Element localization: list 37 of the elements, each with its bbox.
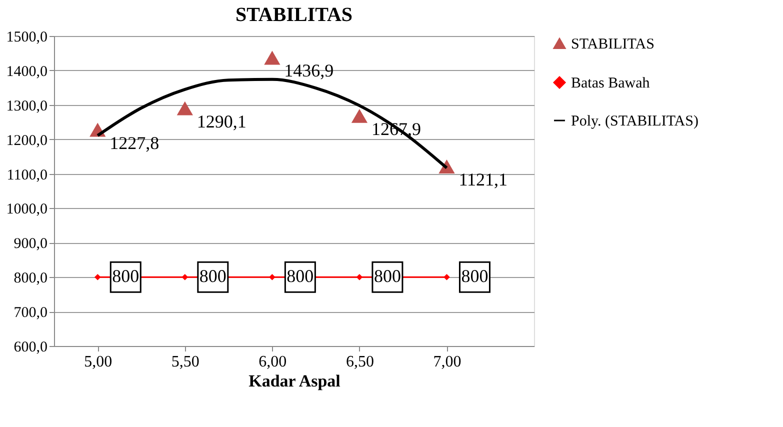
y-tick-label: 1300,0 — [6, 98, 48, 114]
x-tick-label: 6,00 — [258, 354, 287, 370]
legend-label: Batas Bawah — [571, 76, 650, 92]
y-tick-label: 700,0 — [14, 305, 48, 322]
y-tick-label: 900,0 — [14, 236, 48, 252]
y-tick-label: 800,0 — [14, 270, 48, 287]
y-tick-label: 1500,0 — [6, 30, 48, 46]
point — [176, 101, 193, 116]
y-tick-label: 1000,0 — [6, 202, 48, 218]
data-label: 1436,9 — [284, 60, 334, 81]
data-label: 800 — [112, 266, 140, 286]
chart-title: STABILITAS — [235, 4, 353, 26]
data-label: 800 — [374, 266, 401, 286]
x-tick-label: 6,50 — [346, 354, 374, 370]
x-axis-title: Kadar Aspal — [248, 372, 341, 390]
x-tick-label: 5,00 — [84, 354, 112, 370]
point — [269, 274, 276, 280]
legend-label: Poly. (STABILITAS) — [571, 114, 698, 130]
point — [94, 274, 101, 280]
data-label: 1227,8 — [110, 132, 160, 153]
data-label: 1290,1 — [196, 111, 246, 132]
point — [182, 274, 188, 280]
point — [264, 50, 280, 65]
legend-label: STABILITAS — [571, 36, 654, 52]
y-tick-label: 600,0 — [14, 340, 48, 356]
data-label: 800 — [286, 266, 314, 286]
data-label: 800 — [199, 266, 226, 286]
y-tick-label: 1100,0 — [6, 167, 48, 184]
data-label: 800 — [461, 266, 488, 286]
y-tick-label: 1400,0 — [6, 64, 48, 80]
x-tick-label: 5,50 — [171, 354, 200, 370]
data-label: 1121,1 — [458, 170, 508, 190]
point — [356, 274, 363, 280]
point — [444, 274, 450, 280]
point — [351, 108, 368, 123]
y-tick-label: 1200,0 — [6, 132, 48, 149]
x-tick-label: 7,00 — [433, 354, 462, 370]
